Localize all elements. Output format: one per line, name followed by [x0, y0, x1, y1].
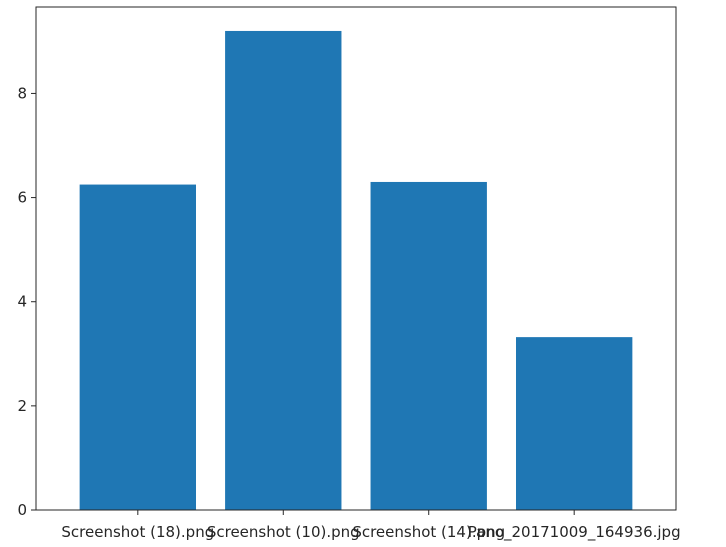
bar-1	[79, 184, 196, 510]
y-tick-label: 4	[17, 293, 27, 311]
axes-layer	[35, 6, 677, 511]
x-tick-label: Screenshot (10).png	[207, 523, 360, 541]
bar-4	[516, 337, 633, 510]
x-tick-label: Screenshot (18).png	[61, 523, 214, 541]
bars-layer	[79, 30, 633, 510]
x-tick-label: Screenshot (14).png	[352, 523, 505, 541]
y-tick-label: 0	[17, 501, 27, 519]
x-tick-label: Pano_20171009_164936.jpg	[468, 523, 681, 542]
bar-2	[225, 30, 342, 510]
y-tick-label: 6	[17, 189, 27, 207]
bar-3	[370, 181, 487, 510]
y-tick-label: 2	[17, 397, 27, 415]
plot-frame	[35, 6, 677, 511]
y-tick-label: 8	[17, 84, 27, 102]
y-axis-ticks: 0 2 4 6 8	[17, 84, 36, 519]
